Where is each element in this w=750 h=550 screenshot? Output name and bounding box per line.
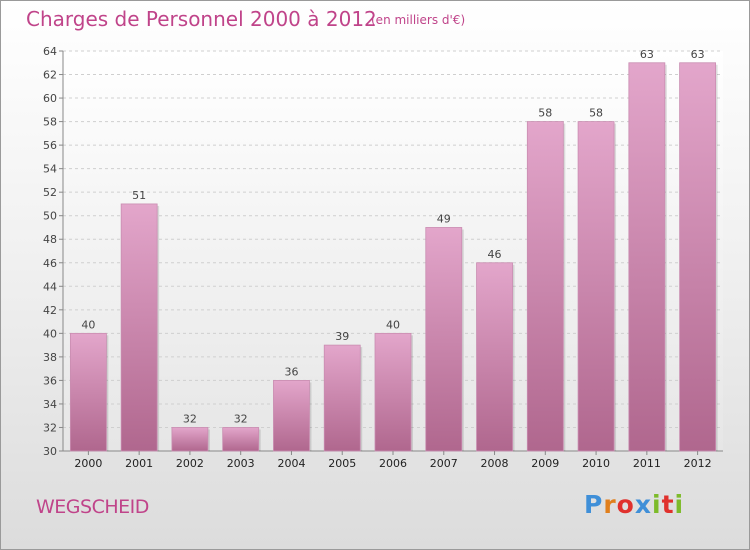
data-label-2005: 39: [335, 330, 349, 343]
x-tick-label-2012: 2012: [684, 457, 712, 470]
data-label-2000: 40: [81, 318, 95, 331]
bar-2002: [171, 427, 209, 452]
y-tick-label: 40: [43, 327, 57, 340]
y-tick-label: 60: [43, 92, 57, 105]
y-tick-label: 54: [43, 163, 57, 176]
data-label-2004: 36: [284, 365, 298, 378]
chart-title: Charges de Personnel 2000 à 2012: [26, 7, 377, 31]
data-label-2001: 51: [132, 189, 146, 202]
y-tick-label: 56: [43, 139, 57, 152]
data-label-2009: 58: [538, 107, 552, 120]
x-tick-label-2006: 2006: [379, 457, 407, 470]
brand-letter: x: [634, 490, 652, 519]
y-tick-label: 46: [43, 257, 57, 270]
bar-2011: [628, 62, 666, 452]
y-tick-label: 44: [43, 280, 57, 293]
bar-2010: [577, 121, 615, 452]
x-tick-label-2010: 2010: [582, 457, 610, 470]
x-tick-label-2011: 2011: [633, 457, 661, 470]
y-tick-label: 62: [43, 69, 57, 82]
chart-subtitle: (en milliers d'€): [371, 13, 466, 27]
bar-2012: [679, 62, 717, 452]
brand-letter: i: [652, 490, 662, 519]
bar-2000: [69, 332, 107, 452]
bar-2009: [526, 121, 564, 452]
bar-2005: [323, 344, 361, 452]
data-label-2008: 46: [488, 248, 502, 261]
bar-2001: [120, 203, 158, 452]
brand-letter: r: [603, 490, 617, 519]
data-label-2012: 63: [691, 48, 705, 61]
x-tick-label-2008: 2008: [481, 457, 509, 470]
bar-2006: [374, 332, 412, 452]
y-tick-label: 32: [43, 421, 57, 434]
y-tick-label: 48: [43, 233, 57, 246]
bar-chart: 30 32 34 36 38 40 42 44 46 48 50 52 54 56 58 60 62 64 40 20…: [43, 45, 723, 470]
data-label-2006: 40: [386, 318, 400, 331]
y-tick-label: 36: [43, 374, 57, 387]
y-tick-label: 64: [43, 45, 57, 58]
brand-logo: Proxiti: [584, 490, 684, 519]
x-tick-label-2005: 2005: [328, 457, 356, 470]
x-tick-label-2002: 2002: [176, 457, 204, 470]
y-tick-label: 30: [43, 445, 57, 458]
y-tick-label: 58: [43, 116, 57, 129]
x-tick-label-2007: 2007: [430, 457, 458, 470]
brand-letter: i: [674, 490, 685, 519]
data-label-2003: 32: [234, 412, 248, 425]
bar-2008: [476, 262, 513, 452]
bar-2003: [222, 427, 260, 452]
x-tick-label-2001: 2001: [125, 457, 153, 470]
y-tick-label: 34: [43, 398, 57, 411]
bar-2007: [425, 227, 463, 452]
x-tick-label-2009: 2009: [531, 457, 559, 470]
x-tick-label-2004: 2004: [277, 457, 305, 470]
brand-letter: o: [616, 490, 635, 519]
data-label-2010: 58: [589, 107, 603, 120]
y-tick-label: 42: [43, 304, 57, 317]
y-tick-label: 38: [43, 351, 57, 364]
brand-letter: t: [661, 490, 675, 519]
data-label-2002: 32: [183, 412, 197, 425]
brand-letter: P: [584, 490, 604, 519]
x-tick-label-2003: 2003: [227, 457, 255, 470]
y-tick-label: 52: [43, 186, 57, 199]
bar-2004: [273, 380, 310, 452]
commune-name: WEGSCHEID: [36, 496, 149, 518]
x-tick-label-2000: 2000: [74, 457, 102, 470]
y-tick-label: 50: [43, 210, 57, 223]
data-label-2011: 63: [640, 48, 654, 61]
data-label-2007: 49: [437, 212, 451, 225]
